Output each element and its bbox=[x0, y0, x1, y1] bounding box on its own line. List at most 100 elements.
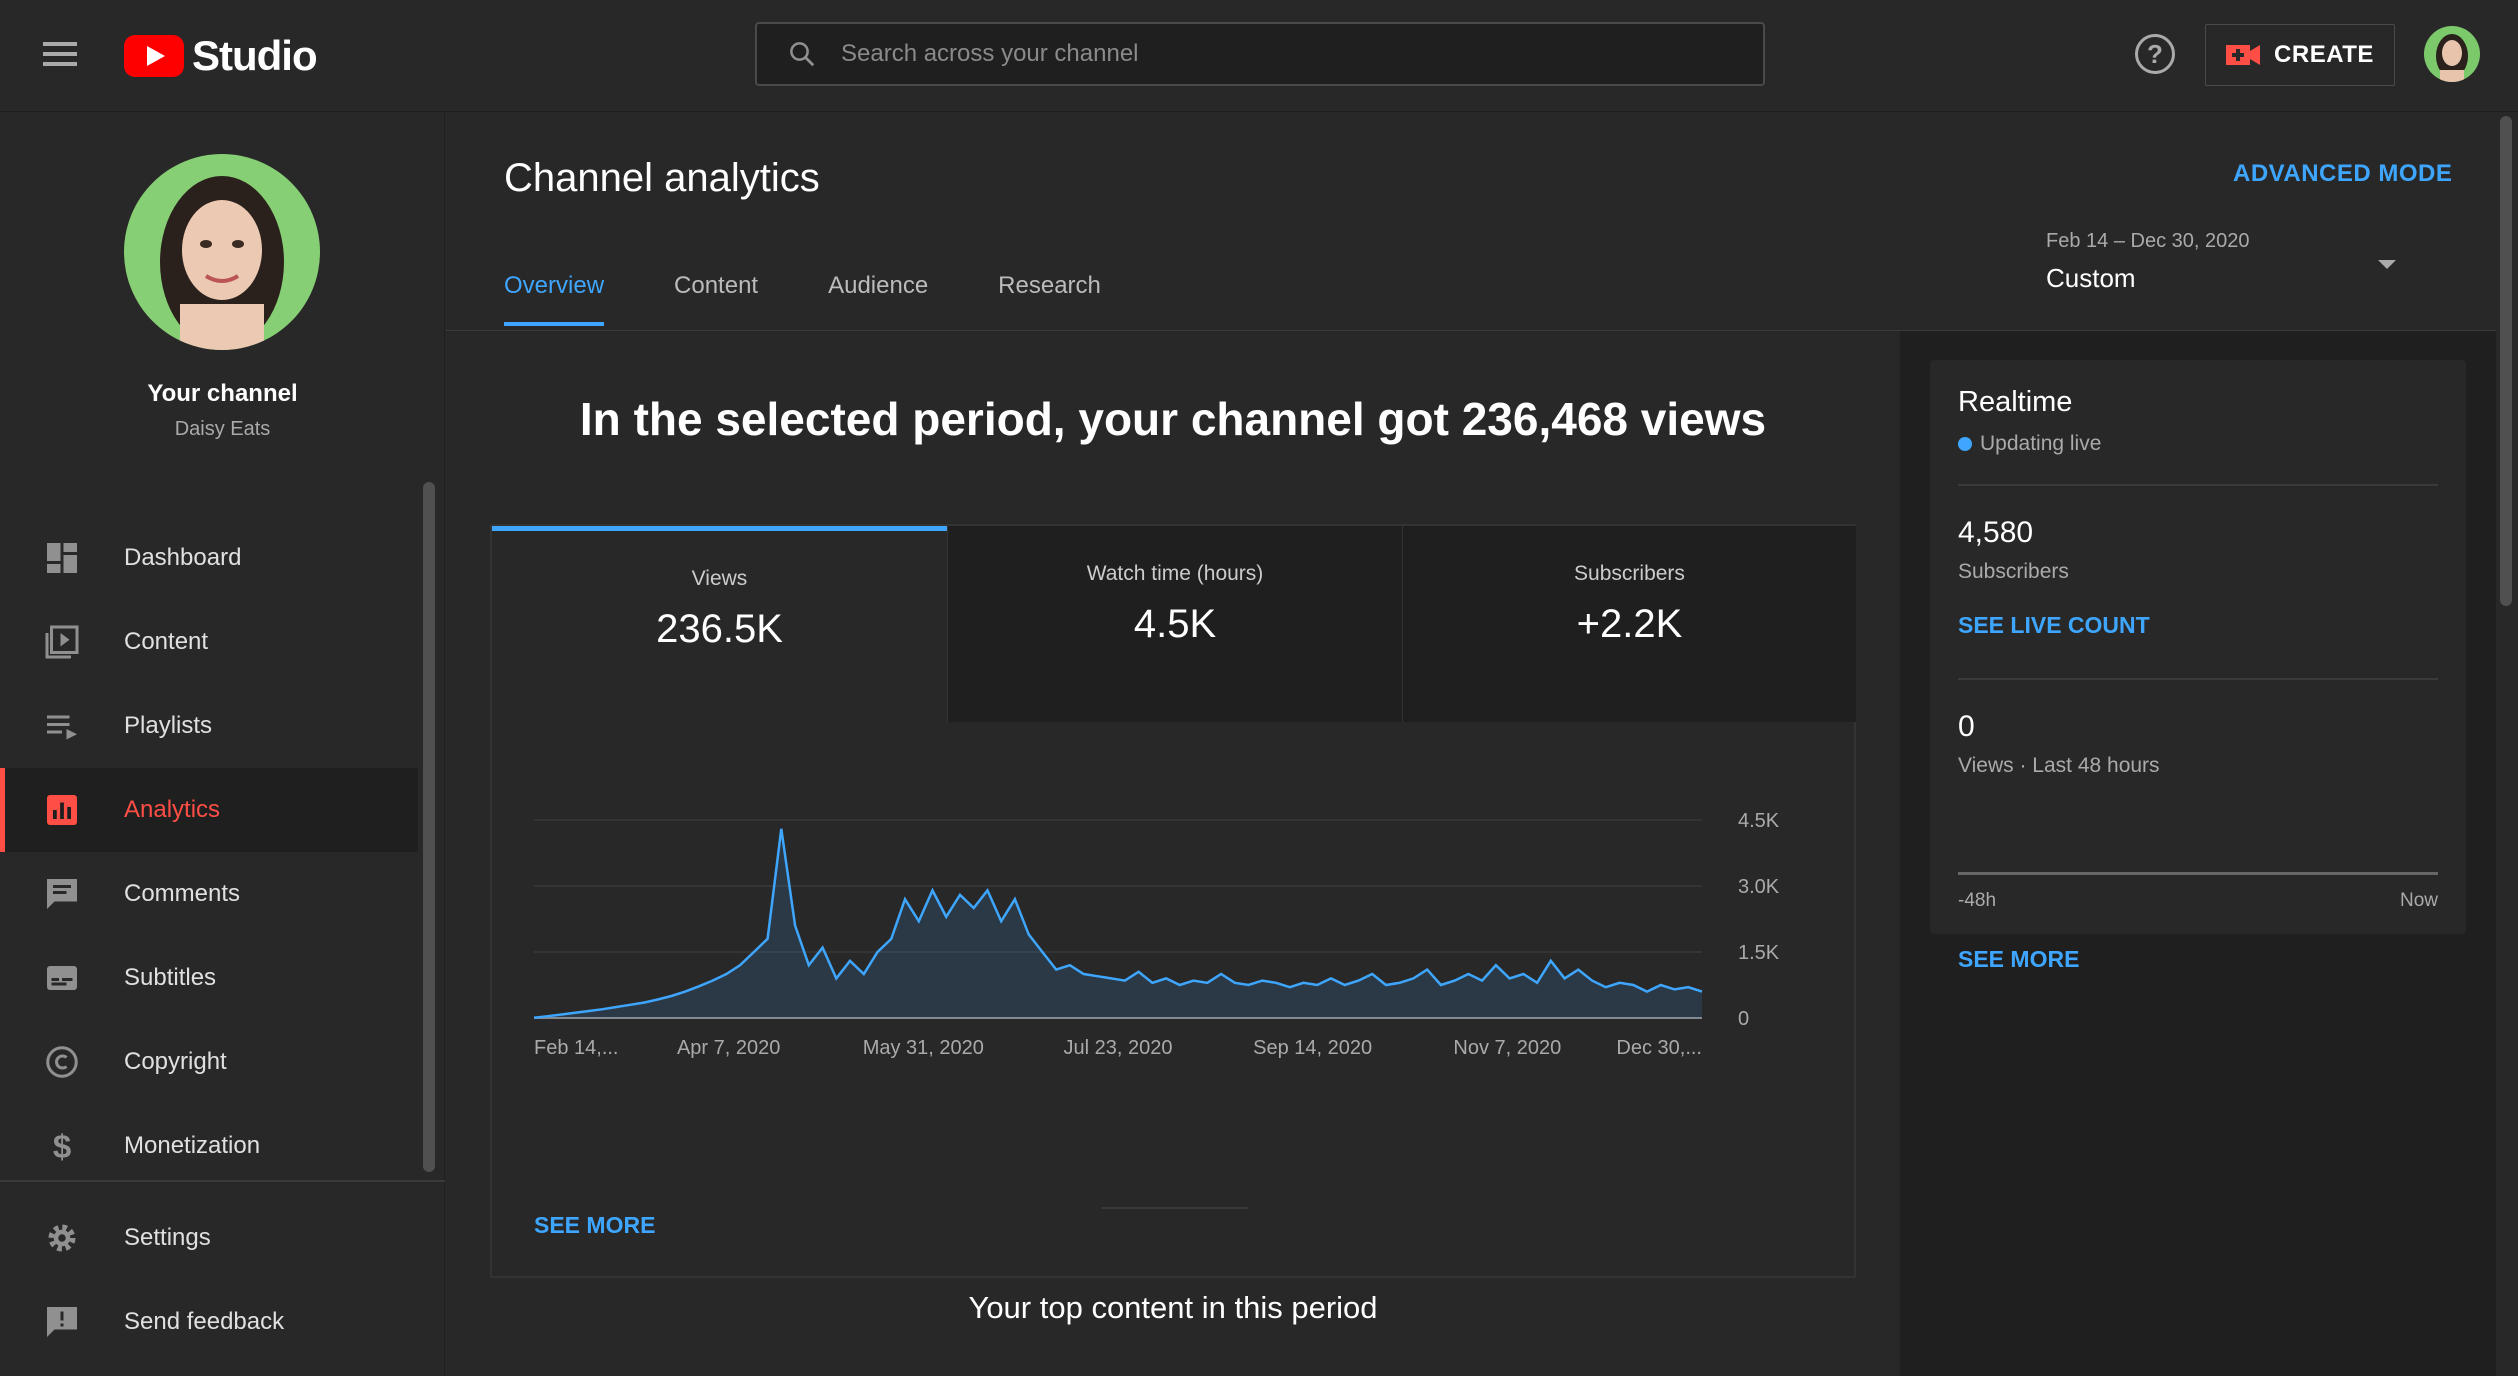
comments-icon bbox=[47, 879, 77, 909]
metric-tab-views[interactable]: Views 236.5K bbox=[492, 526, 947, 722]
metric-label: Watch time (hours) bbox=[1086, 562, 1264, 585]
x-tick-label: Dec 30,... bbox=[1616, 1037, 1702, 1059]
x-tick-label: Apr 7, 2020 bbox=[677, 1037, 780, 1059]
sidebar-item-label: Content bbox=[124, 628, 209, 655]
sidebar-item-comments[interactable]: Comments bbox=[0, 852, 418, 936]
see-more-button[interactable]: SEE MORE bbox=[534, 1212, 656, 1238]
metric-label: Subscribers bbox=[1574, 562, 1685, 585]
x-tick-label: Jul 23, 2020 bbox=[1064, 1037, 1173, 1059]
views-chart[interactable]: 0 1.5K 3.0K 4.5K Feb 14,... Apr 7, 2020 May 31… bbox=[532, 766, 1822, 1146]
logo-text: Studio bbox=[192, 32, 318, 79]
account-avatar[interactable] bbox=[2424, 26, 2480, 82]
sidebar-item-subtitles[interactable]: Subtitles bbox=[0, 936, 418, 1020]
x-tick-label: May 31, 2020 bbox=[863, 1037, 984, 1059]
feedback-icon bbox=[47, 1307, 77, 1337]
content-icon bbox=[45, 625, 79, 659]
metric-value: 4.5K bbox=[1133, 602, 1217, 646]
metric-value: +2.2K bbox=[1576, 602, 1683, 646]
avatar-image bbox=[2424, 26, 2480, 82]
date-range-text: Feb 14 – Dec 30, 2020 bbox=[2046, 230, 2250, 252]
studio-logo[interactable]: Studio bbox=[124, 32, 318, 80]
channel-title: Your channel bbox=[147, 380, 298, 407]
realtime-title: Realtime bbox=[1958, 386, 2073, 418]
date-selection: Custom bbox=[2046, 263, 2136, 293]
live-dot-icon bbox=[1958, 437, 1972, 451]
svg-text:$: $ bbox=[53, 1128, 71, 1164]
realtime-divider bbox=[1958, 678, 2438, 680]
x-tick-label: Nov 7, 2020 bbox=[1453, 1037, 1561, 1059]
sidebar-item-label: Copyright bbox=[124, 1048, 227, 1075]
y-tick-label: 3.0K bbox=[1738, 876, 1780, 898]
subtitles-icon bbox=[47, 966, 77, 990]
date-range-picker[interactable]: Feb 14 – Dec 30, 2020 Custom bbox=[2046, 230, 2396, 310]
subscribers-label: Subscribers bbox=[1958, 560, 2069, 583]
monetization-icon: $ bbox=[53, 1128, 71, 1164]
tab-divider bbox=[446, 330, 2496, 331]
live-status: Updating live bbox=[1958, 432, 2101, 456]
sidebar-item-monetization[interactable]: $ Monetization bbox=[0, 1104, 418, 1188]
sidebar-item-copyright[interactable]: Copyright bbox=[0, 1020, 418, 1104]
tab-content[interactable]: Content bbox=[674, 272, 759, 299]
realtime-axis-end: Now bbox=[2399, 890, 2438, 911]
channel-name: Daisy Eats bbox=[174, 418, 271, 440]
tab-overview[interactable]: Overview bbox=[504, 272, 605, 326]
sidebar-item-playlists[interactable]: Playlists bbox=[0, 684, 418, 768]
sidebar-item-label: Comments bbox=[124, 880, 241, 907]
realtime-see-more-button[interactable]: SEE MORE bbox=[1958, 946, 2080, 972]
subscribers-count: 4,580 bbox=[1958, 516, 2034, 549]
see-live-count-button[interactable]: SEE LIVE COUNT bbox=[1958, 612, 2150, 638]
sidebar-item-label: Dashboard bbox=[124, 544, 242, 571]
channel-avatar-image bbox=[124, 154, 320, 350]
create-label: CREATE bbox=[2274, 41, 2374, 68]
metric-tab-watch-time[interactable]: Watch time (hours) 4.5K bbox=[947, 526, 1402, 722]
sidebar-item-settings[interactable]: Settings bbox=[0, 1196, 418, 1280]
top-bar: Studio ? CREATE bbox=[0, 0, 2518, 112]
sidebar-item-send-feedback[interactable]: Send feedback bbox=[0, 1280, 418, 1364]
views-series-line bbox=[533, 828, 1703, 1020]
hamburger-menu-icon[interactable] bbox=[40, 36, 80, 76]
views-area-fill bbox=[534, 828, 1702, 1018]
tab-research[interactable]: Research bbox=[998, 272, 1101, 299]
realtime-axis-start: -48h bbox=[1958, 890, 1997, 911]
realtime-divider bbox=[1958, 484, 2438, 486]
search-input[interactable] bbox=[839, 39, 1639, 69]
metric-tab-subscribers[interactable]: Subscribers +2.2K bbox=[1402, 526, 1856, 722]
sidebar-item-analytics[interactable]: Analytics bbox=[0, 768, 418, 852]
dropdown-arrow-icon bbox=[2378, 260, 2396, 269]
sidebar-divider bbox=[0, 1180, 445, 1182]
youtube-play-icon bbox=[124, 35, 184, 77]
sidebar-item-label: Analytics bbox=[124, 796, 221, 823]
sidebar-item-content[interactable]: Content bbox=[0, 600, 418, 684]
page-title: Channel analytics bbox=[504, 156, 820, 200]
help-icon[interactable]: ? bbox=[2135, 34, 2175, 74]
search-bar[interactable] bbox=[755, 22, 1765, 86]
sidebar-scrollbar[interactable] bbox=[423, 482, 435, 1172]
tab-bar: Overview Content Audience Research bbox=[504, 272, 1171, 326]
page-scrollbar[interactable] bbox=[2500, 116, 2512, 606]
sidebar-item-label: Playlists bbox=[124, 712, 213, 739]
x-tick-label: Sep 14, 2020 bbox=[1253, 1037, 1372, 1059]
metric-value: 236.5K bbox=[656, 607, 783, 651]
top-content-heading: Your top content in this period bbox=[968, 1290, 1378, 1325]
settings-icon bbox=[48, 1224, 76, 1252]
section-divider bbox=[1102, 1207, 1248, 1209]
realtime-chart-baseline bbox=[1958, 872, 2438, 875]
sidebar-item-label: Monetization bbox=[124, 1132, 261, 1159]
playlists-icon bbox=[47, 715, 77, 740]
video-camera-icon bbox=[2226, 45, 2261, 65]
views-48h-label: Views · Last 48 hours bbox=[1958, 754, 2160, 777]
sidebar-item-dashboard[interactable]: Dashboard bbox=[0, 516, 418, 600]
summary-headline: In the selected period, your channel got… bbox=[579, 393, 1767, 445]
live-status-text: Updating live bbox=[1980, 432, 2102, 455]
metric-label: Views bbox=[691, 567, 748, 590]
overview-card: Views 236.5K Watch time (hours) 4.5K Sub… bbox=[490, 524, 1856, 1278]
search-icon bbox=[790, 42, 815, 67]
sidebar-item-label: Subtitles bbox=[124, 964, 217, 991]
sidebar-item-label: Settings bbox=[124, 1224, 211, 1251]
views-48h-count: 0 bbox=[1958, 710, 1975, 743]
advanced-mode-link[interactable]: ADVANCED MODE bbox=[2233, 160, 2453, 187]
tab-audience[interactable]: Audience bbox=[828, 272, 929, 299]
channel-avatar[interactable] bbox=[124, 154, 320, 350]
copyright-icon bbox=[46, 1046, 78, 1078]
create-button[interactable]: CREATE bbox=[2205, 24, 2395, 86]
